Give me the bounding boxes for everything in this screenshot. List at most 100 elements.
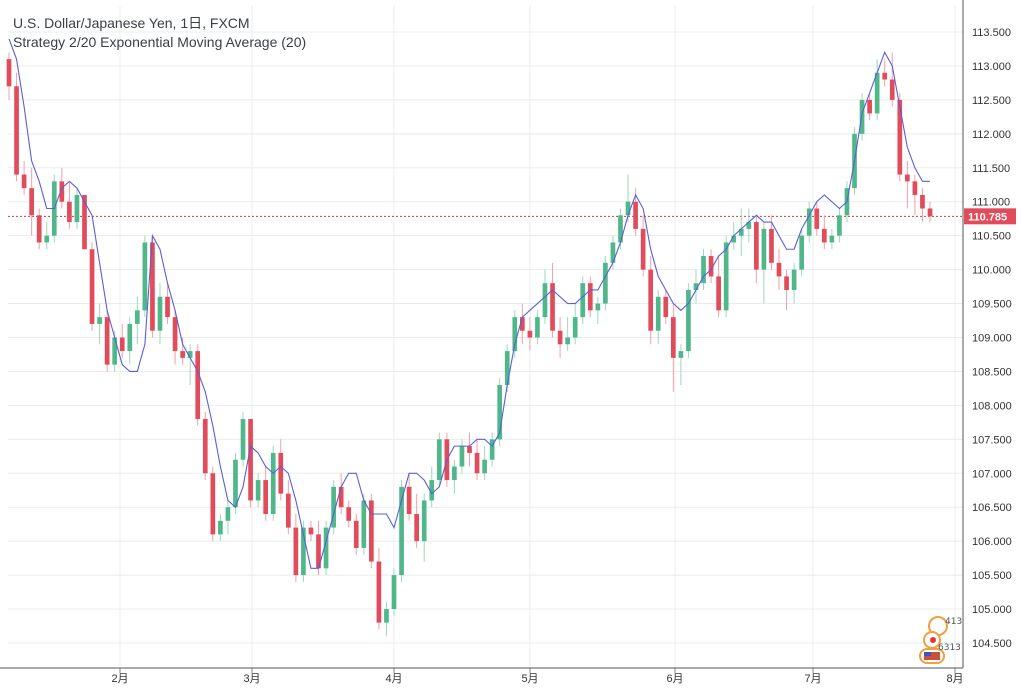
candle-body bbox=[82, 194, 87, 250]
y-tick-label: 108.000 bbox=[972, 400, 1012, 412]
candle bbox=[678, 344, 684, 386]
candle-body bbox=[293, 527, 299, 576]
candle-body bbox=[640, 228, 646, 270]
indicator-label[interactable]: Strategy 2/20 Exponential Moving Average… bbox=[13, 34, 307, 50]
candle-body bbox=[97, 317, 102, 324]
candle bbox=[255, 473, 261, 508]
candle-body bbox=[874, 72, 880, 114]
candle-body bbox=[6, 59, 12, 87]
candle-body bbox=[338, 486, 344, 508]
candle-body bbox=[882, 72, 888, 80]
candle-body bbox=[746, 222, 752, 229]
candle bbox=[67, 181, 72, 229]
badge-flag-icon bbox=[924, 652, 940, 660]
candle-body bbox=[316, 534, 321, 569]
y-tick-label: 109.000 bbox=[972, 333, 1012, 345]
candle-body bbox=[708, 256, 714, 277]
candle-body bbox=[701, 256, 706, 284]
candle bbox=[557, 317, 563, 358]
candle bbox=[527, 317, 533, 352]
candle-body bbox=[791, 269, 797, 290]
candle-body bbox=[157, 296, 163, 331]
y-tick-label: 112.000 bbox=[972, 129, 1011, 141]
candle bbox=[331, 480, 336, 535]
candle-body bbox=[285, 493, 291, 528]
candle-body bbox=[535, 317, 540, 338]
candle-body bbox=[74, 194, 80, 223]
candle-body bbox=[731, 235, 737, 243]
x-tick-label: 3月 bbox=[243, 673, 260, 685]
candle bbox=[565, 317, 570, 352]
candle bbox=[361, 493, 367, 555]
candle bbox=[29, 167, 34, 236]
candle bbox=[799, 228, 805, 277]
candle-body bbox=[172, 317, 178, 352]
candle-body bbox=[927, 208, 933, 217]
candle bbox=[746, 208, 752, 243]
candle-body bbox=[202, 418, 208, 474]
candle bbox=[414, 493, 419, 548]
x-tick-label: 8月 bbox=[946, 673, 963, 685]
candle bbox=[346, 500, 352, 528]
y-tick-label: 112.500 bbox=[972, 95, 1011, 107]
candle-body bbox=[104, 317, 110, 365]
candle-body bbox=[565, 337, 570, 345]
candle-body bbox=[580, 283, 586, 318]
candle bbox=[210, 466, 216, 542]
candle bbox=[97, 303, 102, 345]
candle-body bbox=[459, 446, 465, 467]
candle bbox=[195, 344, 201, 426]
candle-body bbox=[263, 480, 269, 515]
candle bbox=[369, 493, 374, 569]
candle-body bbox=[225, 507, 231, 521]
candle-body bbox=[587, 283, 593, 311]
candle-body bbox=[550, 283, 555, 331]
x-tick-label: 5月 bbox=[521, 673, 538, 685]
candle bbox=[723, 235, 729, 318]
candle-body bbox=[693, 283, 699, 290]
event-badge-icon[interactable]: 413 6313 bbox=[918, 612, 964, 668]
candle bbox=[580, 276, 586, 324]
candle bbox=[421, 493, 427, 562]
y-tick-label: 107.500 bbox=[972, 434, 1012, 446]
candle bbox=[187, 344, 193, 386]
candle bbox=[512, 310, 518, 358]
candle bbox=[655, 289, 661, 345]
candle-body bbox=[429, 480, 435, 501]
candle-body bbox=[474, 452, 480, 474]
last-price-label: 110.785 bbox=[968, 211, 1007, 223]
candle-body bbox=[905, 174, 910, 182]
candle-body bbox=[520, 317, 525, 331]
ema-polyline bbox=[8, 38, 930, 569]
axes: 104.500 105.000 105.500 106.000 106.500 107.0… bbox=[0, 0, 1016, 685]
candle bbox=[520, 303, 525, 345]
candles bbox=[6, 52, 933, 637]
candle bbox=[270, 446, 276, 521]
y-tick-label: 106.500 bbox=[972, 502, 1012, 514]
candle-body bbox=[150, 242, 155, 331]
candle bbox=[784, 269, 789, 311]
candle-body bbox=[376, 561, 382, 623]
candle bbox=[708, 249, 714, 284]
candle bbox=[776, 249, 782, 290]
candle-body bbox=[421, 500, 427, 542]
candle-body bbox=[180, 351, 185, 358]
candle bbox=[263, 466, 269, 521]
chart-title[interactable]: U.S. Dollar/Japanese Yen, 1日, FXCM bbox=[13, 15, 250, 31]
candle-body bbox=[920, 194, 925, 209]
candle-body bbox=[648, 269, 654, 331]
candle bbox=[429, 466, 435, 508]
candle-body bbox=[59, 181, 65, 202]
candle bbox=[761, 222, 767, 304]
candle-body bbox=[210, 473, 216, 535]
candle-body bbox=[482, 459, 487, 474]
candle-body bbox=[195, 351, 201, 419]
candle bbox=[376, 547, 382, 630]
candle bbox=[648, 256, 654, 345]
y-tick-label: 104.500 bbox=[972, 638, 1012, 650]
candle bbox=[693, 269, 699, 304]
candle-body bbox=[912, 181, 918, 195]
badge-dot bbox=[930, 637, 936, 643]
